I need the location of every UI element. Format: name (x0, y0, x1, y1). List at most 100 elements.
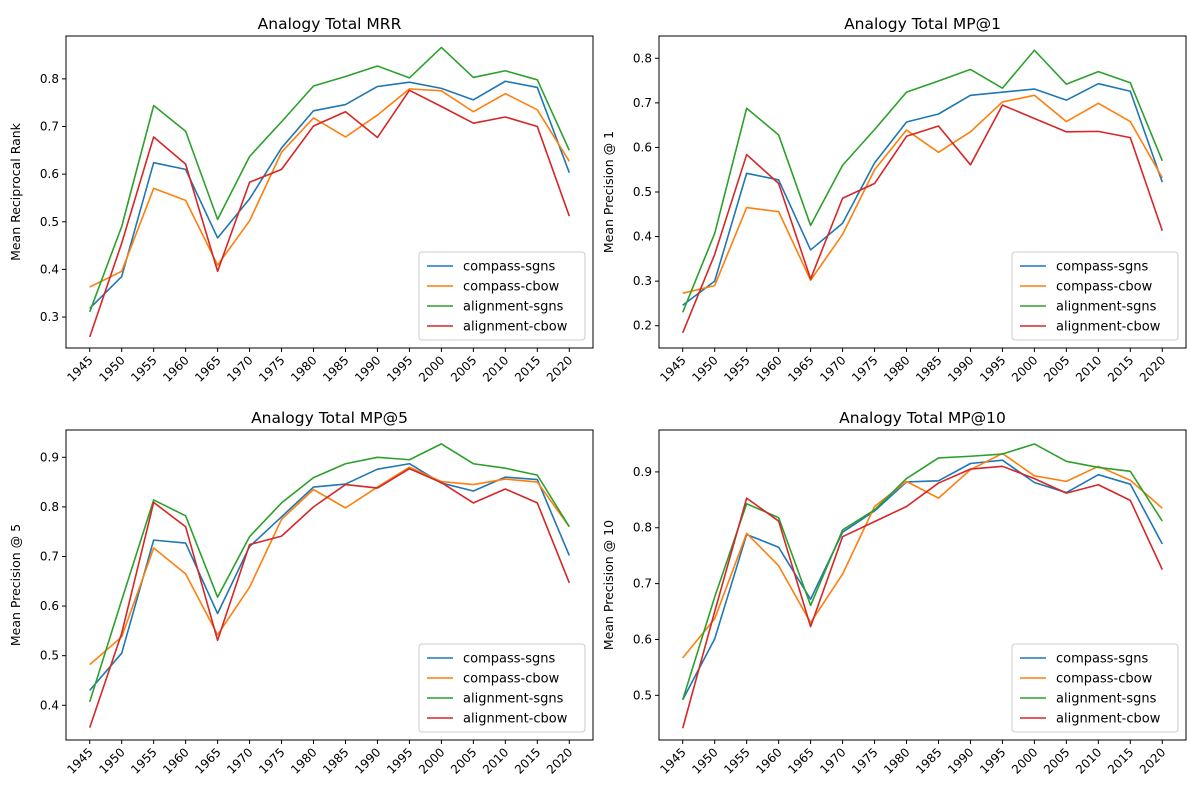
x-tick-label: 1965 (192, 353, 223, 384)
subplot-2: Analogy Total MP@1 Mean Precision @ 1 0.2 0… (601, 15, 1187, 385)
y-tick-label: 0.6 (40, 167, 59, 181)
x-tick-label: 1945 (64, 353, 95, 384)
x-tick-label: 1945 (657, 353, 688, 384)
legend: compass-sgns compass-cbow alignment-sgns al… (418, 251, 586, 341)
x-tick-label: 2005 (448, 353, 479, 384)
chart-title: Analogy Total MP@1 (844, 15, 1001, 33)
x-tick-label: 2015 (1105, 353, 1136, 384)
legend-entry: alignment-sgns (463, 300, 564, 315)
x-tick-label: 1950 (689, 353, 720, 384)
legend-entry: alignment-cbow (1056, 320, 1161, 335)
x-tick-label: 1985 (320, 745, 351, 776)
series-line-compass-cbow (89, 88, 570, 288)
y-tick-label: 0.5 (633, 185, 652, 199)
legend-box (1011, 251, 1179, 341)
series-line-compass-sgns (682, 82, 1164, 306)
x-tick-label: 1995 (384, 353, 415, 384)
legend-entry: alignment-sgns (1056, 692, 1157, 707)
legend-entry: compass-cbow (463, 672, 560, 687)
y-tick-label: 0.8 (633, 51, 652, 65)
x-tick-label: 1970 (224, 353, 255, 384)
series-line-alignment-cbow (88, 89, 571, 338)
y-axis-label: Mean Precision @ 1 (601, 131, 616, 253)
y-tick-label: 0.4 (633, 230, 652, 244)
legend-entry: compass-sgns (1056, 652, 1148, 667)
x-tick-label: 1975 (256, 353, 287, 384)
x-tick-label: 1975 (256, 745, 287, 776)
legend-box (418, 251, 586, 341)
legend-entry: alignment-sgns (463, 692, 564, 707)
y-tick-label: 0.5 (40, 215, 59, 229)
x-tick-label: 1945 (64, 745, 95, 776)
legend-entry: compass-cbow (1056, 672, 1153, 687)
x-tick-label: 1970 (817, 745, 848, 776)
x-tick-label: 1985 (320, 353, 351, 384)
legend: compass-sgns compass-cbow alignment-sgns al… (1011, 643, 1179, 733)
series-line-alignment-sgns (681, 443, 1163, 701)
series-line-alignment-cbow (681, 104, 1164, 334)
y-tick-label: 0.4 (40, 698, 59, 712)
x-tick-label: 1975 (849, 745, 880, 776)
x-tick-label: 1975 (849, 353, 880, 384)
x-tick-label: 1995 (977, 353, 1008, 384)
series-line-alignment-sgns (88, 443, 570, 703)
x-tick-label: 2010 (1073, 353, 1104, 384)
y-tick-label: 0.3 (633, 274, 652, 288)
y-tick-label: 0.7 (633, 577, 652, 591)
y-tick-label: 0.8 (40, 72, 59, 86)
plot-frame (65, 35, 594, 349)
legend-box (1011, 643, 1179, 733)
y-axis-label: Mean Reciprocal Rank (8, 122, 23, 261)
x-tick-label: 1985 (913, 745, 944, 776)
y-tick-label: 0.3 (40, 310, 59, 324)
x-tick-label: 2000 (1009, 745, 1040, 776)
x-tick-label: 1945 (657, 745, 688, 776)
legend-entry: compass-cbow (1056, 280, 1153, 295)
x-tick-label: 1955 (721, 353, 752, 384)
y-tick-label: 0.8 (40, 500, 59, 514)
legend-entry: alignment-sgns (1056, 300, 1157, 315)
x-tick-label: 1980 (288, 745, 319, 776)
y-axis-label: Mean Precision @ 5 (8, 524, 23, 646)
x-tick-label: 1950 (689, 745, 720, 776)
x-tick-label: 2010 (480, 745, 511, 776)
legend-entry: alignment-cbow (463, 320, 568, 335)
x-tick-label: 2020 (1137, 353, 1168, 384)
x-tick-label: 1965 (192, 745, 223, 776)
x-tick-label: 2015 (512, 353, 543, 384)
y-tick-label: 0.7 (633, 96, 652, 110)
x-tick-label: 1990 (945, 353, 976, 384)
series-line-alignment-sgns (681, 49, 1164, 313)
series-line-compass-sgns (89, 462, 571, 691)
y-tick-label: 0.5 (633, 688, 652, 702)
y-axis-label: Mean Precision @ 10 (601, 520, 616, 650)
y-tick-label: 0.6 (40, 599, 59, 613)
legend-box (418, 643, 586, 733)
chart-title: Analogy Total MP@5 (251, 409, 408, 427)
subplot-4: Analogy Total MP@10 Mean Precision @ 10 0.… (601, 409, 1187, 777)
x-tick-label: 1990 (352, 745, 383, 776)
legend: compass-sgns compass-cbow alignment-sgns al… (418, 643, 586, 733)
series-line-compass-cbow (682, 94, 1163, 294)
x-tick-label: 1970 (224, 745, 255, 776)
x-tick-label: 2000 (416, 745, 447, 776)
y-tick-label: 0.6 (633, 140, 652, 154)
y-tick-label: 0.9 (633, 465, 652, 479)
series-line-compass-sgns (682, 459, 1163, 701)
x-tick-label: 2010 (480, 353, 511, 384)
x-tick-label: 1980 (288, 353, 319, 384)
x-tick-label: 1960 (753, 353, 784, 384)
series-line-compass-sgns (89, 80, 571, 310)
x-tick-label: 1960 (160, 353, 191, 384)
y-tick-label: 0.2 (633, 319, 652, 333)
x-tick-label: 1955 (128, 353, 159, 384)
legend-entry: compass-sgns (1056, 260, 1148, 275)
plot-frame (658, 429, 1187, 741)
x-tick-label: 2005 (448, 745, 479, 776)
y-tick-label: 0.5 (40, 649, 59, 663)
legend: compass-sgns compass-cbow alignment-sgns al… (1011, 251, 1179, 341)
y-tick-label: 0.6 (633, 632, 652, 646)
series-line-alignment-sgns (88, 46, 571, 313)
